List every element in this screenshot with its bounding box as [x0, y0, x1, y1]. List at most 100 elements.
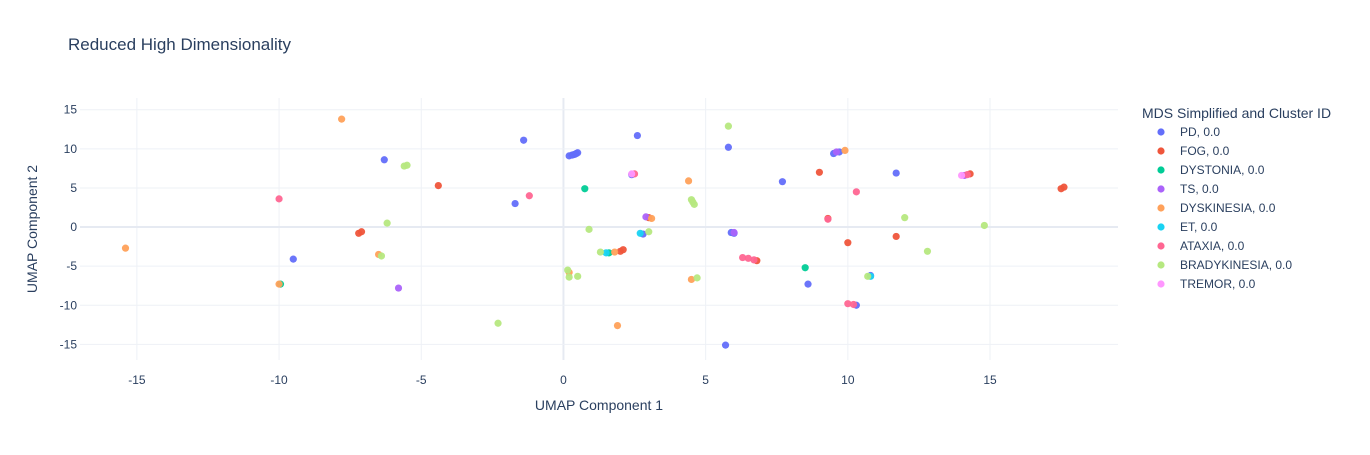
data-point[interactable] — [511, 199, 519, 208]
data-point[interactable] — [980, 221, 988, 230]
x-tick-label: 15 — [983, 373, 997, 387]
data-point[interactable] — [923, 247, 932, 255]
data-point[interactable] — [739, 253, 747, 262]
data-point[interactable] — [693, 274, 701, 282]
data-point[interactable] — [434, 181, 442, 190]
legend-label: TS, 0.0 — [1180, 182, 1219, 196]
data-point[interactable] — [357, 228, 366, 236]
data-point[interactable] — [750, 256, 758, 264]
data-point[interactable] — [574, 272, 582, 280]
data-point[interactable] — [690, 200, 698, 208]
legend-item[interactable]: ATAXIA, 0.0 — [1157, 239, 1245, 253]
data-point[interactable] — [892, 169, 900, 177]
data-point[interactable] — [892, 232, 900, 241]
legend-marker — [1157, 128, 1165, 136]
data-point[interactable] — [684, 177, 693, 185]
data-point[interactable] — [565, 273, 573, 281]
data-point[interactable] — [394, 284, 403, 292]
legend-item[interactable]: DYSKINESIA, 0.0 — [1157, 201, 1276, 215]
data-point[interactable] — [611, 248, 619, 256]
data-point[interactable] — [844, 300, 852, 308]
data-point[interactable] — [494, 319, 502, 327]
data-point[interactable] — [596, 248, 605, 256]
data-point[interactable] — [602, 249, 610, 257]
data-point[interactable] — [585, 225, 593, 233]
data-point[interactable] — [778, 178, 787, 186]
series-6 — [275, 170, 971, 309]
legend: MDS Simplified and Cluster ID PD, 0.0 FOG… — [1142, 105, 1331, 291]
legend-item[interactable]: FOG, 0.0 — [1157, 144, 1230, 158]
data-point[interactable] — [564, 266, 572, 274]
data-point[interactable] — [289, 255, 297, 263]
legend-label: ET, 0.0 — [1180, 220, 1218, 234]
legend-label: PD, 0.0 — [1180, 125, 1220, 139]
data-points — [121, 115, 1068, 349]
data-point[interactable] — [403, 161, 411, 169]
legend-label: BRADYKINESIA, 0.0 — [1180, 258, 1292, 272]
data-point[interactable] — [744, 254, 752, 262]
data-point[interactable] — [633, 131, 641, 140]
legend-marker — [1157, 166, 1165, 174]
data-point[interactable] — [724, 143, 732, 151]
legend-item[interactable]: DYSTONIA, 0.0 — [1157, 163, 1265, 177]
legend-title: MDS Simplified and Cluster ID — [1142, 105, 1331, 121]
data-point[interactable] — [957, 171, 966, 180]
data-point[interactable] — [275, 195, 283, 203]
data-point[interactable] — [377, 252, 386, 260]
data-point[interactable] — [613, 321, 622, 330]
y-tick-label: 10 — [64, 142, 78, 156]
data-point[interactable] — [841, 146, 849, 154]
legend-label: FOG, 0.0 — [1180, 144, 1230, 158]
data-point[interactable] — [849, 300, 858, 309]
data-point[interactable] — [804, 280, 812, 288]
data-point[interactable] — [383, 219, 391, 227]
axis-ticks: -15 -10 -5 0 5 10 15 -15 -10 -5 0 5 10 15 — [60, 103, 997, 387]
data-point[interactable] — [864, 272, 872, 280]
data-point[interactable] — [645, 228, 653, 236]
legend-item[interactable]: ET, 0.0 — [1157, 220, 1218, 234]
data-point[interactable] — [338, 115, 346, 123]
data-point[interactable] — [901, 214, 909, 222]
legend-marker — [1157, 242, 1165, 250]
legend-item[interactable]: BRADYKINESIA, 0.0 — [1157, 258, 1292, 272]
data-point[interactable] — [380, 156, 388, 164]
series-8 — [628, 170, 966, 180]
x-tick-label: -15 — [128, 373, 146, 387]
data-point[interactable] — [628, 170, 636, 178]
data-point[interactable] — [636, 229, 644, 237]
chart-title: Reduced High Dimensionality — [68, 35, 292, 54]
data-point[interactable] — [801, 264, 809, 272]
data-point[interactable] — [721, 341, 730, 349]
data-point[interactable] — [724, 122, 732, 130]
data-point[interactable] — [619, 246, 627, 254]
legend-marker — [1157, 223, 1165, 231]
series-0 — [289, 131, 900, 349]
data-point[interactable] — [520, 136, 528, 144]
data-point[interactable] — [525, 192, 533, 200]
data-point[interactable] — [963, 171, 971, 179]
data-point[interactable] — [275, 280, 283, 288]
data-point[interactable] — [581, 185, 589, 193]
data-point[interactable] — [852, 188, 860, 196]
legend-item[interactable]: TREMOR, 0.0 — [1157, 277, 1256, 291]
data-point[interactable] — [730, 228, 738, 237]
x-tick-label: 10 — [841, 373, 855, 387]
data-point[interactable] — [844, 239, 852, 247]
legend-item[interactable]: TS, 0.0 — [1157, 182, 1219, 196]
data-point[interactable] — [1060, 183, 1068, 191]
x-axis-title: UMAP Component 1 — [535, 397, 663, 413]
data-point[interactable] — [832, 148, 841, 156]
data-point[interactable] — [687, 275, 696, 284]
series-4 — [121, 115, 849, 330]
data-point[interactable] — [824, 215, 832, 223]
legend-item[interactable]: PD, 0.0 — [1157, 125, 1220, 139]
data-point[interactable] — [642, 213, 650, 221]
y-tick-label: 15 — [64, 103, 78, 117]
data-point[interactable] — [121, 244, 130, 252]
data-point[interactable] — [815, 168, 823, 176]
series-7 — [377, 122, 988, 327]
data-point[interactable] — [574, 149, 582, 157]
data-point[interactable] — [648, 214, 656, 223]
x-tick-label: -10 — [270, 373, 288, 387]
